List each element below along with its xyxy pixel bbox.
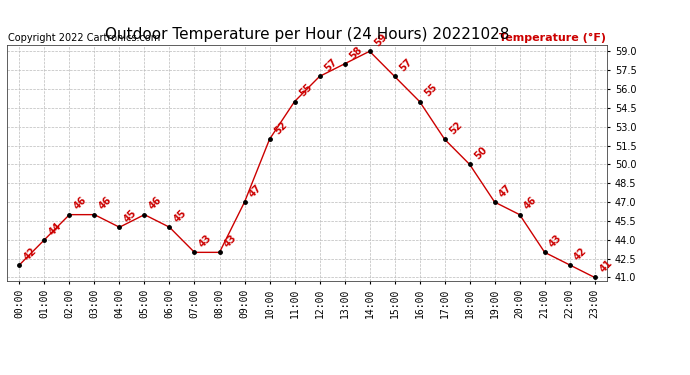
Text: 41: 41 — [598, 258, 614, 275]
Text: 59: 59 — [373, 32, 389, 48]
Text: 44: 44 — [47, 220, 63, 237]
Text: Temperature (°F): Temperature (°F) — [499, 33, 606, 43]
Text: 47: 47 — [497, 183, 514, 199]
Text: 42: 42 — [573, 246, 589, 262]
Text: 52: 52 — [273, 120, 289, 136]
Text: 55: 55 — [422, 82, 439, 99]
Title: Outdoor Temperature per Hour (24 Hours) 20221028: Outdoor Temperature per Hour (24 Hours) … — [105, 27, 509, 42]
Text: 52: 52 — [447, 120, 464, 136]
Text: 46: 46 — [72, 195, 89, 212]
Text: 42: 42 — [22, 246, 39, 262]
Text: 58: 58 — [347, 44, 364, 61]
Text: 50: 50 — [473, 145, 489, 162]
Text: 46: 46 — [147, 195, 164, 212]
Text: 43: 43 — [197, 233, 214, 250]
Text: 57: 57 — [322, 57, 339, 74]
Text: Copyright 2022 Cartronics.com: Copyright 2022 Cartronics.com — [8, 33, 160, 43]
Text: 45: 45 — [122, 208, 139, 224]
Text: 45: 45 — [172, 208, 189, 224]
Text: 47: 47 — [247, 183, 264, 199]
Text: 43: 43 — [547, 233, 564, 250]
Text: 55: 55 — [297, 82, 314, 99]
Text: 46: 46 — [97, 195, 114, 212]
Text: 46: 46 — [522, 195, 539, 212]
Text: 57: 57 — [397, 57, 414, 74]
Text: 43: 43 — [222, 233, 239, 250]
